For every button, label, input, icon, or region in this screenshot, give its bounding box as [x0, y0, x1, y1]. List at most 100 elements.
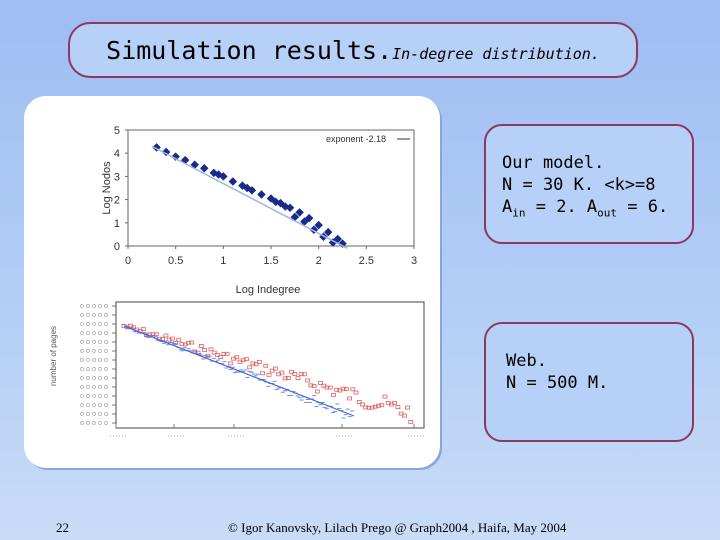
data-point — [295, 208, 304, 217]
plot-frame — [127, 129, 415, 247]
model-a-in-sub: in — [512, 206, 526, 220]
slide-title: Simulation results. — [106, 35, 393, 65]
data-point — [300, 217, 309, 226]
web-tick-glyph — [98, 367, 102, 371]
web-tick-glyph — [92, 367, 96, 371]
data-point — [271, 197, 281, 207]
y-tick-label: 5 — [114, 125, 120, 137]
web-tick-glyph — [104, 376, 108, 380]
web-point-red — [208, 347, 214, 352]
web-tick-glyph — [86, 349, 90, 353]
x-tick-label: 2 — [316, 255, 322, 267]
web-point-red — [340, 386, 346, 391]
web-point-red — [273, 366, 278, 371]
web-tick-glyph — [80, 322, 84, 326]
web-point-red — [211, 350, 217, 355]
chart-xlabel: Log Indegree — [236, 284, 301, 296]
web-tick-glyph — [98, 421, 102, 425]
web-tick-glyph — [92, 403, 96, 407]
web-point-red — [382, 394, 388, 399]
web-tick-glyph — [92, 331, 96, 335]
web-point-red — [227, 361, 233, 366]
web-point-red — [195, 350, 201, 355]
data-point — [323, 227, 333, 237]
data-point — [214, 170, 223, 179]
web-point-red — [298, 372, 304, 376]
web-tick-glyph — [104, 367, 108, 371]
web-point-red — [179, 342, 185, 347]
web-tick-glyph — [98, 376, 102, 380]
model-line-3: Ain = 2. Aout = 6. — [502, 196, 692, 224]
chart-ylabel: Log Nodos — [101, 161, 113, 215]
web-tick-glyph — [104, 394, 108, 398]
web-point-red — [314, 389, 320, 394]
web-chart: number of pages — [49, 301, 425, 437]
web-point-red — [369, 405, 375, 410]
web-tick-glyph — [92, 358, 96, 362]
footer-credit: © Igor Kanovsky, Lilach Prego @ Graph200… — [228, 520, 567, 535]
web-point-red — [250, 361, 256, 366]
web-point-red — [189, 340, 195, 345]
web-point-red — [356, 399, 362, 404]
model-chart: 0 0.5 1 1.5 2 2.5 3 0 1 2 3 4 5 exponent -2.18 Log I… — [101, 125, 417, 296]
web-point-red — [244, 357, 249, 362]
web-tick-glyph — [92, 421, 96, 425]
web-tick-glyph — [86, 412, 90, 416]
model-info-box: Our model. N = 30 K. <k>=8 Ain = 2. Aout… — [484, 124, 694, 244]
web-point-red — [366, 405, 372, 410]
web-point-red — [392, 400, 398, 405]
web-tick-glyph — [80, 403, 84, 407]
web-tick-glyph — [98, 349, 102, 353]
web-point-red — [202, 348, 207, 352]
page-number: 22 — [56, 520, 69, 535]
web-plot-frame — [115, 301, 425, 429]
web-tick-glyph — [104, 412, 108, 416]
web-tick-glyph — [80, 313, 84, 317]
web-point-red — [169, 336, 175, 341]
web-point-red — [311, 383, 317, 388]
web-tick-glyph — [98, 394, 102, 398]
web-point-red — [198, 344, 204, 348]
web-point-red — [253, 362, 259, 367]
web-tick-glyph — [80, 367, 84, 371]
web-tick-glyph — [80, 331, 84, 335]
web-point-red — [350, 387, 356, 392]
web-point-red — [153, 332, 159, 337]
web-tick-glyph — [98, 313, 102, 317]
web-tick-glyph — [104, 385, 108, 389]
web-point-red — [285, 376, 291, 380]
web-point-red — [405, 405, 410, 410]
web-tick-glyph — [86, 394, 90, 398]
web-tick-glyph — [104, 313, 108, 317]
web-tick-glyph — [80, 349, 84, 353]
web-point-red — [308, 383, 314, 388]
web-tick-glyph — [98, 331, 102, 335]
model-a-end: = 6. — [617, 197, 669, 217]
web-tick-glyph — [86, 322, 90, 326]
web-tick-glyph — [92, 322, 96, 326]
web-point-red — [302, 372, 307, 377]
web-tick-glyph — [86, 385, 90, 389]
chart-panel: 0 0.5 1 1.5 2 2.5 3 0 1 2 3 4 5 exponent -2.18 Log I… — [24, 96, 440, 468]
web-tick-glyph — [92, 340, 96, 344]
model-a-out-sub: out — [597, 206, 618, 220]
fit-line — [151, 145, 348, 249]
web-point-red — [324, 385, 330, 390]
web-tick-glyph — [80, 340, 84, 344]
web-tick-glyph — [92, 385, 96, 389]
web-point-red — [140, 327, 146, 332]
slide-subtitle: In-degree distribution. — [392, 45, 600, 63]
web-point-red — [363, 405, 369, 410]
model-a-in: A — [502, 197, 513, 217]
web-point-red — [234, 355, 240, 360]
web-point-red — [160, 337, 166, 341]
web-point-red — [398, 411, 404, 416]
web-tick-glyph — [98, 322, 102, 326]
web-point-red — [305, 378, 311, 383]
web-tick-glyph — [104, 349, 108, 353]
web-point-red — [401, 413, 407, 418]
web-tick-glyph — [80, 421, 84, 425]
web-line-1: Web. — [506, 351, 547, 371]
web-tick-glyph — [92, 313, 96, 317]
web-tick-glyph — [98, 385, 102, 389]
